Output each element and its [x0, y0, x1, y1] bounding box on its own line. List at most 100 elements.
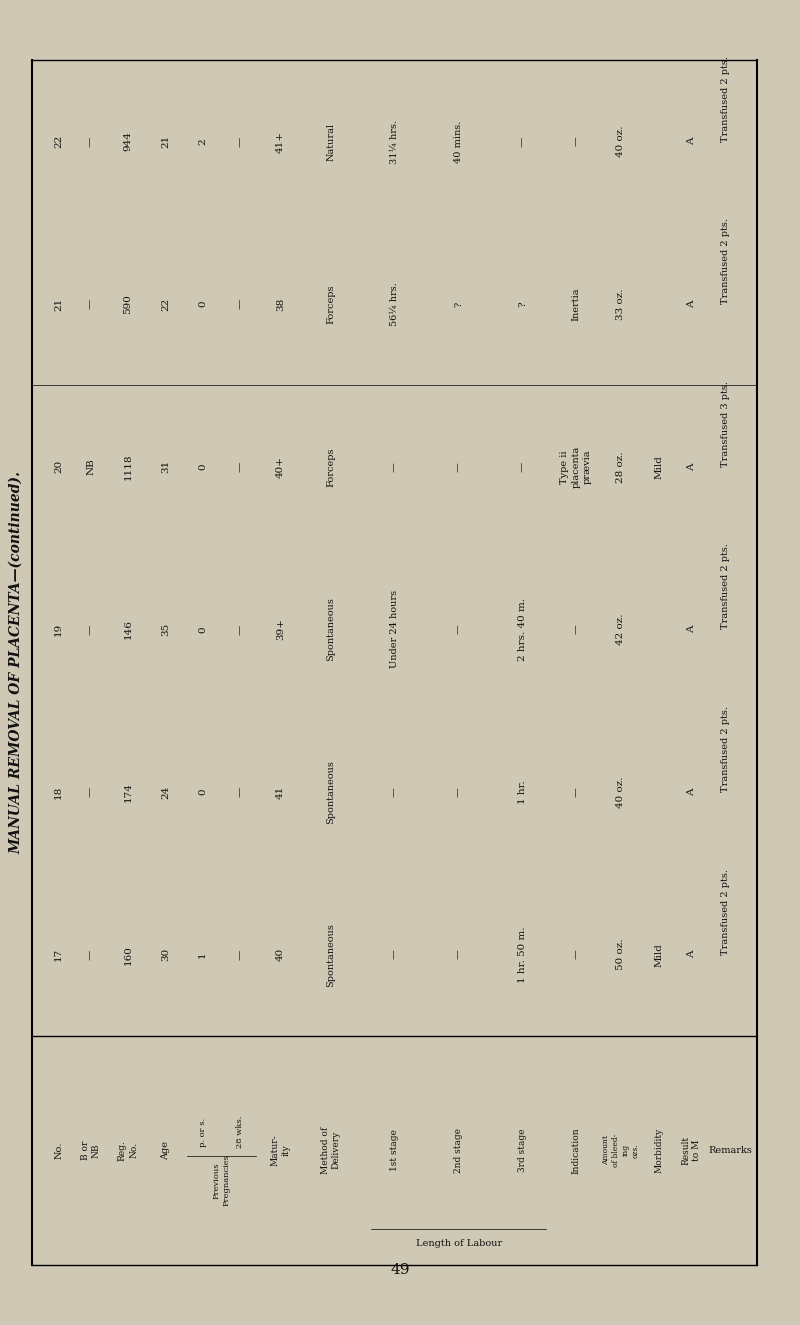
Text: A: A: [686, 301, 696, 307]
Text: A: A: [686, 788, 696, 796]
Text: Inertia: Inertia: [571, 288, 581, 321]
Text: 590: 590: [123, 294, 133, 314]
Text: Remarks: Remarks: [709, 1146, 753, 1155]
Text: 22: 22: [54, 135, 63, 148]
Text: Forceps: Forceps: [326, 285, 335, 323]
Text: 20: 20: [54, 460, 63, 473]
Text: —: —: [86, 299, 95, 309]
Text: —: —: [86, 787, 95, 798]
Text: 0: 0: [198, 627, 207, 633]
Text: 1st stage: 1st stage: [390, 1129, 399, 1171]
Text: Spontaneous: Spontaneous: [326, 598, 335, 661]
Text: 1118: 1118: [123, 453, 133, 480]
Text: 49: 49: [390, 1263, 410, 1277]
Text: 0: 0: [198, 788, 207, 795]
Text: B or
NB: B or NB: [81, 1141, 101, 1159]
Text: 3rd stage: 3rd stage: [518, 1129, 527, 1173]
Text: 146: 146: [123, 620, 133, 640]
Text: Transfused 2 pts.: Transfused 2 pts.: [721, 706, 730, 792]
Text: 2 hrs. 40 m.: 2 hrs. 40 m.: [518, 598, 527, 661]
Text: Transfused 2 pts.: Transfused 2 pts.: [721, 543, 730, 629]
Text: Previous
Pregnancies: Previous Pregnancies: [213, 1154, 230, 1206]
Text: —: —: [86, 624, 95, 635]
Text: No.: No.: [54, 1142, 63, 1159]
Text: 1: 1: [198, 951, 207, 958]
Text: 174: 174: [123, 782, 133, 802]
Text: Under 24 hours: Under 24 hours: [390, 591, 399, 668]
Text: Indication: Indication: [571, 1128, 581, 1174]
Text: 38: 38: [276, 298, 285, 311]
Text: 39+: 39+: [276, 619, 285, 640]
Text: 31¼ hrs.: 31¼ hrs.: [390, 119, 399, 163]
Text: 40 oz.: 40 oz.: [616, 126, 626, 158]
Text: 24: 24: [161, 786, 170, 799]
Text: Natural: Natural: [326, 122, 335, 160]
Text: Transfused 3 pts.: Transfused 3 pts.: [721, 380, 730, 466]
Text: 40: 40: [276, 947, 285, 961]
Text: 41: 41: [276, 786, 285, 799]
Text: Transfused 2 pts.: Transfused 2 pts.: [721, 219, 730, 305]
Text: Reg.
No.: Reg. No.: [118, 1140, 138, 1161]
Text: —: —: [86, 950, 95, 959]
Text: 50 oz.: 50 oz.: [616, 939, 626, 970]
Text: Length of Labour: Length of Labour: [415, 1239, 502, 1248]
Text: Matur-
ity: Matur- ity: [270, 1134, 290, 1166]
Text: —: —: [235, 299, 245, 309]
Text: 1 hr. 50 m.: 1 hr. 50 m.: [518, 926, 527, 983]
Text: Transfused 2 pts.: Transfused 2 pts.: [721, 56, 730, 142]
Text: 40 mins.: 40 mins.: [454, 121, 463, 163]
Text: 28 oz.: 28 oz.: [616, 451, 626, 482]
Text: A: A: [686, 462, 696, 470]
Text: Mild: Mild: [654, 942, 664, 966]
Text: 944: 944: [123, 131, 133, 151]
Text: 30: 30: [161, 947, 170, 961]
Text: A: A: [686, 625, 696, 633]
Text: —: —: [235, 136, 245, 147]
Text: 28 wks.: 28 wks.: [236, 1116, 244, 1149]
Text: —: —: [454, 624, 463, 635]
Text: 160: 160: [123, 945, 133, 965]
Text: 1 hr.: 1 hr.: [518, 780, 527, 804]
Text: —: —: [454, 787, 463, 796]
Text: —: —: [235, 624, 245, 635]
Text: Spontaneous: Spontaneous: [326, 922, 335, 987]
Text: 40 oz.: 40 oz.: [616, 776, 626, 808]
Text: —: —: [390, 462, 399, 472]
Text: 22: 22: [161, 298, 170, 311]
Text: 35: 35: [161, 623, 170, 636]
Text: 31: 31: [161, 460, 170, 473]
Text: NB: NB: [86, 458, 95, 476]
Text: Mild: Mild: [654, 454, 664, 478]
Text: A: A: [686, 138, 696, 146]
Text: MANUAL REMOVAL OF PLACENTA—(continued).: MANUAL REMOVAL OF PLACENTA—(continued).: [9, 470, 23, 855]
Text: A: A: [686, 951, 696, 958]
Text: 17: 17: [54, 947, 63, 961]
Text: 19: 19: [54, 623, 63, 636]
Text: —: —: [235, 461, 245, 472]
Text: Spontaneous: Spontaneous: [326, 761, 335, 824]
Text: 0: 0: [198, 301, 207, 307]
Text: 56¼ hrs.: 56¼ hrs.: [390, 282, 399, 326]
Text: Transfused 2 pts.: Transfused 2 pts.: [721, 869, 730, 954]
Text: —: —: [454, 950, 463, 959]
Text: 18: 18: [54, 786, 63, 799]
Text: 2nd stage: 2nd stage: [454, 1128, 463, 1173]
Text: —: —: [454, 462, 463, 472]
Text: 33 oz.: 33 oz.: [616, 289, 626, 319]
Text: —: —: [518, 136, 527, 147]
Text: Result
to M: Result to M: [681, 1136, 702, 1165]
Text: —: —: [571, 624, 581, 635]
Text: —: —: [235, 787, 245, 798]
Text: —: —: [571, 950, 581, 959]
Text: Morbidity: Morbidity: [654, 1128, 664, 1173]
Text: —: —: [390, 787, 399, 796]
Text: ?: ?: [454, 302, 463, 307]
Text: 40+: 40+: [276, 456, 285, 478]
Text: —: —: [518, 461, 527, 472]
Text: Type ii
placenta
prævia: Type ii placenta prævia: [560, 445, 592, 488]
Text: —: —: [86, 136, 95, 147]
Text: —: —: [235, 950, 245, 959]
Text: 2: 2: [198, 138, 207, 144]
Text: 0: 0: [198, 464, 207, 470]
Text: 41+: 41+: [276, 131, 285, 152]
